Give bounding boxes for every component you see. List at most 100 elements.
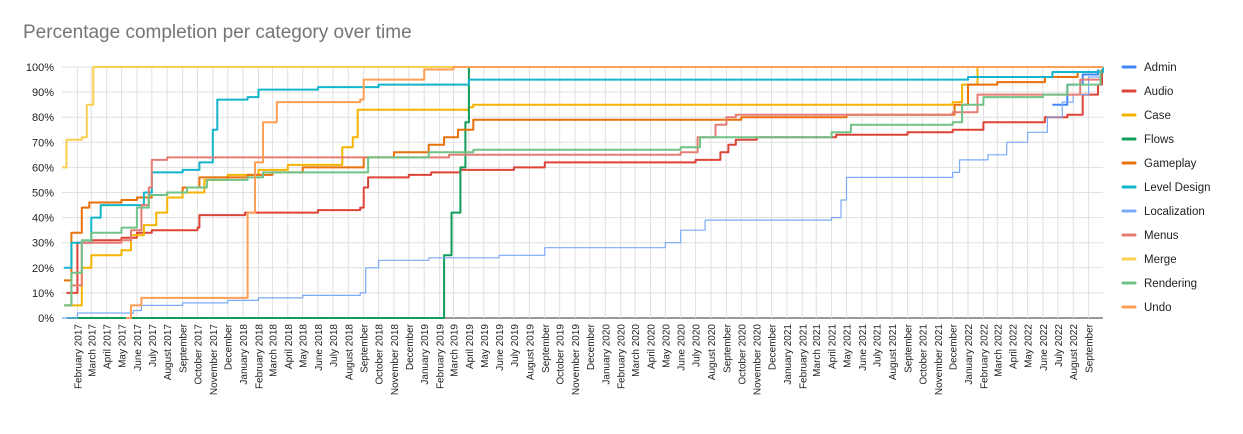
legend-label: Flows xyxy=(1144,134,1174,146)
x-tick-label: January 2020 xyxy=(601,324,612,385)
x-tick-label: July 2019 xyxy=(510,324,521,367)
x-tick-label: September xyxy=(722,323,733,373)
legend-label: Menus xyxy=(1144,230,1179,242)
y-tick-label: 80% xyxy=(32,112,54,124)
x-tick-label: August 2018 xyxy=(344,324,355,381)
x-tick-label: October 2017 xyxy=(193,324,204,385)
x-tick-label: September xyxy=(904,323,915,373)
x-tick-label: May 2021 xyxy=(842,324,853,368)
x-tick-label: November 2021 xyxy=(934,324,945,396)
series-line-menus xyxy=(64,69,1102,307)
x-tick-label: May 2020 xyxy=(661,324,672,368)
x-tick-label: March 2021 xyxy=(812,324,823,377)
x-tick-label: September xyxy=(360,323,371,373)
legend: Admin Audio Case Flows Gameplay Level Design L… xyxy=(1121,62,1210,314)
x-tick-label: October 2021 xyxy=(918,324,929,385)
x-tick-label: May 2022 xyxy=(1024,324,1035,368)
x-axis-ticks: February 2017 March 2017 April 2017 May 201… xyxy=(73,323,1095,395)
x-tick-label: April 2019 xyxy=(465,324,476,369)
legend-label: Admin xyxy=(1144,62,1177,74)
x-tick-label: June 2017 xyxy=(133,324,144,371)
y-tick-label: 30% xyxy=(32,238,54,250)
x-tick-label: April 2020 xyxy=(646,324,657,369)
x-tick-label: December xyxy=(586,323,597,370)
x-tick-label: September xyxy=(541,323,552,373)
x-tick-label: April 2017 xyxy=(103,324,114,369)
series-lines xyxy=(62,66,1104,319)
x-tick-label: April 2021 xyxy=(828,324,839,369)
x-tick-label: November 2017 xyxy=(209,324,220,396)
x-tick-label: August 2020 xyxy=(707,324,718,381)
series-line-rendering xyxy=(64,69,1102,307)
y-tick-label: 50% xyxy=(32,188,54,200)
x-tick-label: May 2017 xyxy=(118,324,129,368)
x-tick-label: April 2018 xyxy=(284,324,295,369)
legend-label: Audio xyxy=(1144,86,1173,98)
x-tick-label: August 2019 xyxy=(525,324,536,381)
x-tick-label: May 2019 xyxy=(480,324,491,368)
x-tick-label: July 2018 xyxy=(329,324,340,367)
x-tick-label: December xyxy=(405,323,416,370)
x-tick-label: June 2021 xyxy=(858,324,869,371)
x-tick-label: August 2017 xyxy=(163,324,174,381)
x-tick-label: December xyxy=(224,323,235,370)
x-tick-label: December xyxy=(768,323,779,370)
x-tick-label: November 2020 xyxy=(753,324,764,396)
x-tick-label: March 2018 xyxy=(268,324,279,377)
series-line-undo xyxy=(126,66,1103,319)
series-line-merge xyxy=(62,66,1103,169)
x-tick-label: May 2018 xyxy=(299,324,310,368)
x-tick-label: November 2019 xyxy=(571,324,582,396)
y-tick-label: 90% xyxy=(32,87,54,99)
x-tick-label: February 2018 xyxy=(254,324,265,389)
x-tick-label: June 2019 xyxy=(495,324,506,371)
x-tick-label: March 2022 xyxy=(993,324,1004,377)
x-tick-label: March 2020 xyxy=(631,324,642,377)
x-tick-label: September xyxy=(179,323,190,373)
y-axis-ticks: 0% 10% 20% 30% 40% 50% 60% 70% 80% 90% 100% xyxy=(26,62,54,325)
x-tick-label: April 2022 xyxy=(1009,324,1020,369)
legend-label: Gameplay xyxy=(1144,158,1197,170)
x-tick-label: February 2020 xyxy=(617,324,628,389)
x-tick-label: January 2021 xyxy=(783,324,794,385)
x-tick-label: November 2018 xyxy=(390,324,401,396)
x-tick-label: July 2017 xyxy=(148,324,159,367)
x-tick-label: January 2022 xyxy=(964,324,975,385)
x-tick-label: August 2021 xyxy=(888,324,899,381)
x-tick-label: October 2018 xyxy=(375,324,386,385)
y-tick-label: 60% xyxy=(32,162,54,174)
legend-label: Merge xyxy=(1144,254,1177,266)
x-tick-label: February 2019 xyxy=(436,324,447,389)
x-tick-label: July 2021 xyxy=(873,324,884,367)
series-line-case xyxy=(64,66,1103,307)
x-tick-label: June 2022 xyxy=(1039,324,1050,371)
y-tick-label: 40% xyxy=(32,213,54,225)
x-tick-label: February 2022 xyxy=(979,324,990,389)
x-tick-label: February 2021 xyxy=(798,324,809,389)
x-tick-label: January 2018 xyxy=(239,324,250,385)
x-tick-label: October 2019 xyxy=(556,324,567,385)
legend-label: Rendering xyxy=(1144,278,1197,290)
y-tick-label: 10% xyxy=(32,288,54,300)
y-tick-label: 100% xyxy=(26,62,54,74)
series-line-flows xyxy=(66,66,1103,319)
legend-label: Undo xyxy=(1144,302,1172,314)
legend-label: Localization xyxy=(1144,206,1205,218)
y-tick-label: 0% xyxy=(38,313,54,325)
x-tick-label: March 2017 xyxy=(87,324,98,377)
series-line-audio xyxy=(66,69,1103,294)
x-tick-label: December xyxy=(949,323,960,370)
x-tick-label: October 2020 xyxy=(737,324,748,385)
x-tick-label: March 2019 xyxy=(449,324,460,377)
legend-label: Level Design xyxy=(1144,182,1210,194)
chart-title: Percentage completion per category over … xyxy=(23,22,412,43)
series-line-admin xyxy=(1052,69,1099,106)
x-tick-label: February 2017 xyxy=(73,324,84,389)
x-tick-label: June 2020 xyxy=(677,324,688,371)
y-tick-label: 70% xyxy=(32,137,54,149)
y-tick-label: 20% xyxy=(32,263,54,275)
x-tick-label: July 2020 xyxy=(692,324,703,367)
legend-label: Case xyxy=(1144,110,1171,122)
